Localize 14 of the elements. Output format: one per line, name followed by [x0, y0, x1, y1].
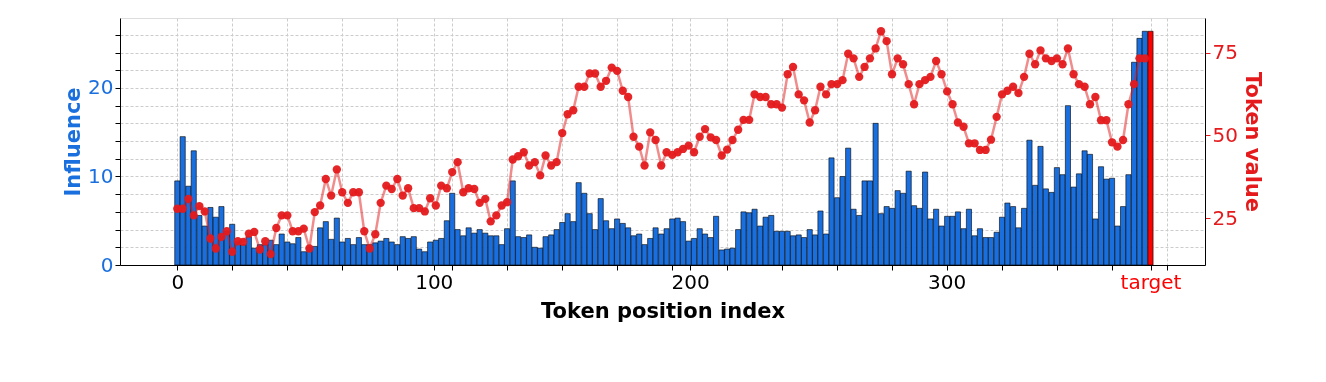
x-tick-label: 300 — [928, 269, 967, 294]
x-tick-label: target — [1120, 269, 1182, 294]
y2-tick-label: 75 — [1212, 40, 1238, 65]
x-tick-label: 100 — [415, 269, 454, 294]
y2-axis-title: Token value — [1240, 71, 1265, 213]
y2-tick-label: 25 — [1212, 205, 1238, 230]
y2-tick-label: 50 — [1212, 122, 1238, 147]
y-tick-label: 10 — [88, 163, 114, 188]
y-axis-title: Influence — [61, 87, 86, 197]
y-tick-label: 20 — [88, 75, 114, 100]
x-tick-label: 200 — [671, 269, 710, 294]
x-axis-title: Token position index — [541, 298, 786, 323]
x-tick-label: 0 — [171, 269, 185, 294]
y-tick-label: 0 — [100, 252, 114, 277]
